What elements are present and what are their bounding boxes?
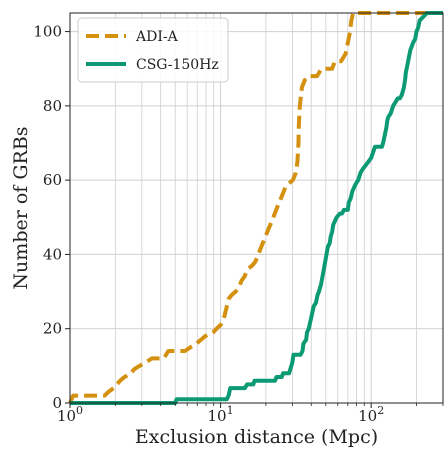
legend-label-csg-150hz: CSG-150Hz [136,57,219,73]
x-axis-label: Exclusion distance (Mpc) [135,426,378,448]
legend: ADI-A CSG-150Hz [77,17,229,83]
legend-label-adi-a: ADI-A [135,29,179,45]
series-line-adi-a [68,11,443,404]
y-axis-label: Number of GRBs [10,126,32,289]
y-tick-label: 0 [52,394,62,412]
y-tick-label: 60 [43,171,62,189]
y-tick-label: 40 [43,245,62,263]
x-tick-label: 102 [358,404,384,425]
series-line-csg-150hz [70,11,443,405]
y-tick-label: 80 [43,97,62,115]
axis-ticks: 100 101 102 0 20 40 60 80 100 [33,23,444,425]
series-layer [68,11,443,405]
x-tick-label: 100 [57,404,83,425]
plot-frame [69,12,444,404]
x-tick-label: 101 [208,404,234,425]
y-tick-label: 20 [43,320,62,338]
y-tick-label: 100 [33,23,62,41]
